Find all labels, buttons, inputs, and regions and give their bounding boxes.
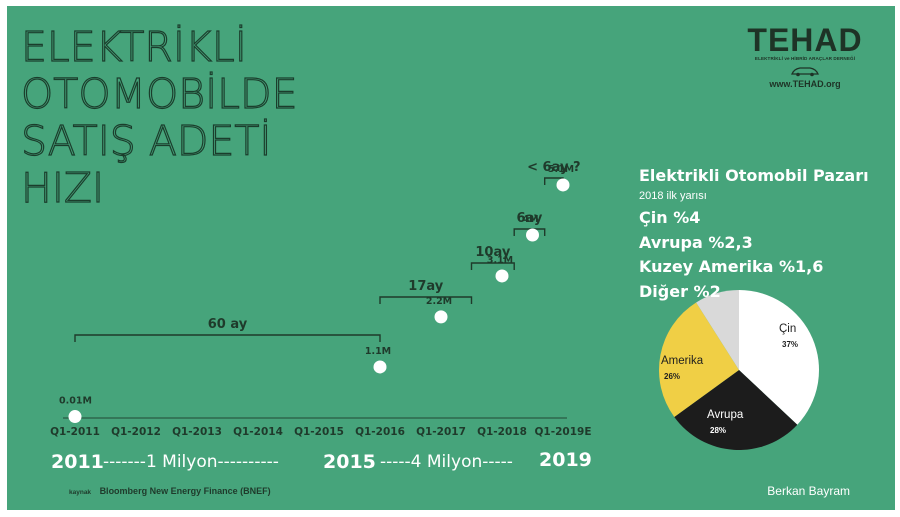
data-point bbox=[495, 269, 509, 283]
slice-name: Amerika bbox=[661, 355, 704, 367]
tick-label: Q1-2011 bbox=[50, 426, 100, 438]
data-point bbox=[434, 310, 448, 324]
slice-name: Çin bbox=[779, 323, 796, 335]
title-line: HIZI bbox=[20, 164, 105, 212]
tick-label: Q1-2013 bbox=[172, 426, 222, 438]
interval-bracket bbox=[513, 228, 546, 236]
growth-line: Kuzey Amerika %1,6 bbox=[639, 257, 824, 276]
source-text: Bloomberg New Energy Finance (BNEF) bbox=[99, 486, 271, 496]
slice-percent: 37% bbox=[782, 340, 798, 349]
main-title: ELEKTRİKLİ OTOMOBİLDE SATIŞ ADETİ HIZI bbox=[20, 23, 298, 212]
data-label: 4M bbox=[522, 214, 538, 225]
data-points: 0.01M 1.1M 2.2M 3.1M 4M 5.1M bbox=[59, 164, 574, 424]
source-credit: kaynak Bloomberg New Energy Finance (BNE… bbox=[69, 486, 271, 496]
growth-line: Diğer %2 bbox=[639, 281, 721, 301]
growth-list: Çin %4 Avrupa %2,3 Kuzey Amerika %1,6 Di… bbox=[639, 206, 823, 304]
growth-line: Avrupa %2,3 bbox=[639, 232, 753, 252]
title-line: ELEKTRİKLİ bbox=[20, 23, 247, 71]
logo-name: TEHAD bbox=[747, 22, 863, 58]
title-line: SATIŞ ADETİ bbox=[20, 117, 272, 165]
data-point bbox=[526, 228, 539, 242]
interval-bracket bbox=[74, 334, 381, 342]
interval-bracket bbox=[379, 296, 473, 304]
tick-label: Q1-2019E bbox=[535, 426, 592, 438]
pie-subtitle: 2018 ilk yarısı bbox=[639, 190, 707, 202]
data-point bbox=[373, 360, 387, 374]
year-end: 2019 bbox=[539, 449, 592, 471]
interval-brackets: 60 ay 17ay 10ay 6ay < 6ay ? bbox=[74, 160, 581, 342]
tick-label: Q1-2017 bbox=[416, 426, 466, 438]
year-note-1: -------1 Milyon---------- bbox=[103, 452, 279, 472]
interval-label: 17ay bbox=[408, 279, 443, 294]
slice-percent: 26% bbox=[664, 372, 680, 381]
interval-label: 60 ay bbox=[208, 317, 248, 332]
title-line: OTOMOBİLDE bbox=[20, 70, 298, 118]
pie-slice bbox=[674, 370, 798, 451]
car-icon bbox=[791, 67, 819, 77]
slice-name: Avrupa bbox=[707, 409, 744, 421]
tick-label: Q1-2015 bbox=[294, 426, 344, 438]
data-point bbox=[68, 410, 82, 424]
tick-label: Q1-2018 bbox=[477, 426, 527, 438]
data-label: 0.01M bbox=[59, 396, 92, 407]
pie-slice bbox=[739, 290, 820, 425]
data-label: 1.1M bbox=[365, 346, 391, 357]
pie-chart: Çin 37% Avrupa 28% Amerika 26% bbox=[659, 290, 820, 451]
interval-label: 10ay bbox=[475, 245, 510, 260]
data-label: 2.2M bbox=[426, 296, 452, 307]
year-note-2: -----4 Milyon----- bbox=[380, 452, 513, 472]
growth-line: Çin %4 bbox=[639, 208, 701, 227]
pie-slice bbox=[659, 302, 739, 418]
pie-title: Elektrikli Otomobil Pazarı bbox=[639, 166, 869, 185]
tick-label: Q1-2016 bbox=[355, 426, 405, 438]
interval-label: 6ay bbox=[516, 211, 542, 226]
data-point bbox=[556, 178, 570, 192]
timeline-chart: Q1-2011 Q1-2012 Q1-2013 Q1-2014 Q1-2015 Q1-20… bbox=[50, 160, 820, 473]
tick-label: Q1-2012 bbox=[111, 426, 161, 438]
year-axis: 2011 -------1 Milyon---------- 2015 ----… bbox=[51, 449, 592, 473]
data-label: 5.1M bbox=[548, 164, 574, 175]
slice-percent: 28% bbox=[710, 426, 726, 435]
year-start: 2011 bbox=[51, 451, 104, 473]
tehad-logo: TEHAD ELEKTRİKLİ ve HİBRİD ARAÇLAR DERNE… bbox=[745, 24, 865, 89]
tick-labels: Q1-2011 Q1-2012 Q1-2013 Q1-2014 Q1-2015 Q1-20… bbox=[50, 426, 591, 438]
logo-subtitle: ELEKTRİKLİ ve HİBRİD ARAÇLAR DERNEĞİ bbox=[754, 56, 856, 61]
tick-label: Q1-2014 bbox=[233, 426, 283, 438]
year-mid: 2015 bbox=[323, 451, 376, 473]
infographic-canvas: ELEKTRİKLİ OTOMOBİLDE SATIŞ ADETİ HIZI T… bbox=[7, 6, 895, 510]
interval-label: < 6ay ? bbox=[527, 160, 580, 175]
logo-url: www.TEHAD.org bbox=[769, 79, 841, 89]
data-label: 3.1M bbox=[487, 255, 513, 266]
pie-slice bbox=[696, 290, 739, 370]
source-prefix: kaynak bbox=[69, 489, 92, 496]
author-credit: Berkan Bayram bbox=[767, 484, 850, 498]
interval-bracket bbox=[470, 262, 515, 270]
